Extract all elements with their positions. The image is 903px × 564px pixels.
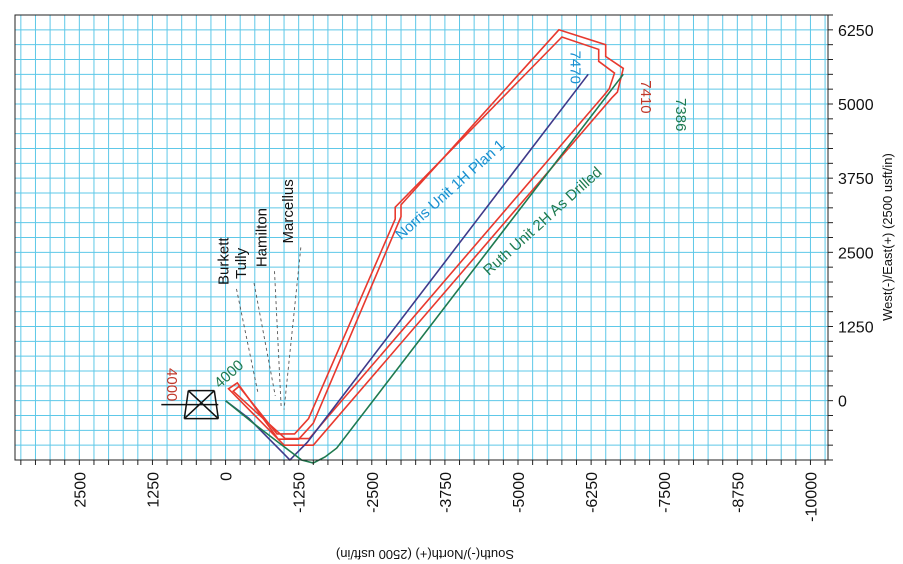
tick-label-ns: -5000 — [511, 472, 528, 513]
tick-label-ew: 1250 — [838, 320, 874, 337]
tick-label-ns: 2500 — [72, 472, 89, 508]
annotation-label: Ruth Unit 2H As Drilled — [480, 164, 605, 279]
tick-label-ew: 6250 — [838, 23, 874, 40]
annotation-label: 7470 — [567, 51, 584, 84]
boundary-outer — [227, 28, 625, 447]
axis-title-ew: West(-)/East(+) (2500 usft/in) — [880, 153, 895, 321]
tick-label-ew: 0 — [838, 394, 847, 411]
formation-label-burkett: Burkett — [215, 237, 232, 285]
axis-title-ns: South(-)/North(+) (2500 usft/in) — [336, 547, 514, 562]
annotation-label: 4000 — [163, 368, 180, 401]
annotation-label: 7410 — [637, 80, 654, 113]
tick-label-ew: 5000 — [838, 97, 874, 114]
tick-label-ns: -3750 — [438, 472, 455, 513]
tick-label-ns: -2500 — [365, 472, 382, 513]
annotation-label: 7386 — [672, 98, 689, 131]
tick-label-ns: -1250 — [292, 472, 309, 513]
tick-label-ns: -7500 — [657, 472, 674, 513]
tick-label-ns: -6250 — [584, 472, 601, 513]
formation-leader — [253, 282, 276, 397]
annotation-label: 4000 — [211, 357, 247, 392]
tick-label-ns: 1250 — [145, 472, 162, 508]
well-paths — [225, 73, 624, 464]
grid — [15, 14, 828, 461]
tick-label-ns: 0 — [219, 472, 236, 481]
series-ruth — [225, 73, 624, 464]
formation-label-marcellus: Marcellus — [280, 179, 297, 243]
rig-symbol — [161, 389, 220, 420]
tick-label-ew: 3750 — [838, 171, 874, 188]
tick-label-ns: -10000 — [803, 472, 820, 522]
lease-boundaries — [227, 28, 625, 447]
axes: 2500 1250 0 -1250 -2500 -3750 -5000 -6250 -7500 -… — [14, 14, 895, 562]
formation-label-tully: Tully — [233, 247, 250, 279]
tick-label-ns: -8750 — [730, 472, 747, 513]
formation-leader — [274, 271, 282, 407]
formation-label-hamilton: Hamilton — [254, 208, 271, 267]
formation-markers: Burkett Tully Hamilton Marcellus — [215, 179, 302, 410]
boundary-inner — [231, 36, 616, 440]
tick-label-ew: 2500 — [838, 245, 874, 262]
